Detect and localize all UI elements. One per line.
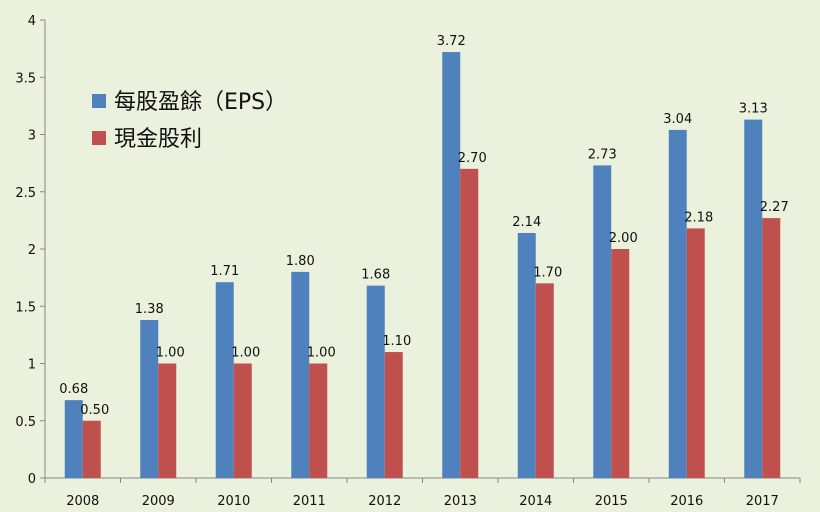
- x-tick-label: 2017: [746, 494, 779, 509]
- data-label-dividend: 2.70: [458, 151, 487, 166]
- y-tick-group: 0 0.5 1 1.5 2 2.5 3 3.5 4: [15, 14, 45, 487]
- x-tick-label: 2015: [595, 494, 628, 509]
- y-tick-label: 2.5: [15, 186, 36, 201]
- data-label-dividend: 2.18: [684, 210, 713, 225]
- x-tick-label: 2008: [66, 494, 99, 509]
- bar-group: 0.68 0.50 1.38 1.00 1.71 1.00 1.80 1.00 1.68 1.10…: [59, 34, 789, 479]
- bar-eps: [291, 271, 310, 478]
- y-tick-label: 3: [28, 129, 36, 144]
- bar-dividend: [535, 283, 554, 478]
- data-label-eps: 2.73: [588, 147, 617, 162]
- x-tick-label: 2013: [444, 494, 477, 509]
- y-tick-label: 0: [28, 472, 36, 487]
- data-label-dividend: 1.70: [533, 265, 562, 280]
- data-label-eps: 1.38: [135, 302, 164, 317]
- x-tick-label: 2011: [293, 494, 326, 509]
- bar-eps: [215, 282, 234, 478]
- legend-swatch-eps: [92, 94, 106, 108]
- y-tick-label: 3.5: [15, 71, 36, 86]
- y-tick-label: 2: [28, 243, 36, 258]
- data-label-eps: 0.68: [59, 382, 88, 397]
- bar-eps: [517, 232, 536, 478]
- y-tick-label: 4: [28, 14, 36, 29]
- x-tick-label: 2012: [368, 494, 401, 509]
- data-label-eps: 3.13: [739, 102, 768, 117]
- bar-dividend: [762, 218, 781, 478]
- legend-label-eps: 每股盈餘（EPS）: [114, 90, 287, 115]
- data-label-eps: 2.14: [512, 215, 541, 230]
- bar-eps: [593, 165, 612, 479]
- data-label-dividend: 0.50: [80, 403, 109, 418]
- bar-eps: [64, 400, 83, 478]
- x-tick-label: 2010: [217, 494, 250, 509]
- x-tick-group: 2008 2009 2010 2011 2012 2013 2014 2015 2016 2017: [44, 478, 801, 509]
- data-label-dividend: 2.00: [609, 231, 638, 246]
- data-label-dividend: 1.10: [382, 334, 411, 349]
- bar-eps: [366, 285, 385, 478]
- bar-dividend: [686, 228, 705, 478]
- data-label-dividend: 1.00: [156, 346, 185, 361]
- bar-eps: [140, 319, 159, 478]
- data-label-dividend: 2.27: [760, 200, 789, 215]
- data-label-dividend: 1.00: [231, 346, 260, 361]
- data-label-eps: 3.04: [663, 112, 692, 127]
- bar-dividend: [460, 168, 479, 478]
- legend-label-dividend: 現金股利: [114, 127, 202, 152]
- bar-dividend: [611, 249, 630, 478]
- bar-dividend: [233, 363, 252, 478]
- x-tick-label: 2014: [519, 494, 552, 509]
- legend: 每股盈餘（EPS） 現金股利: [92, 90, 287, 152]
- bar-dividend: [82, 420, 101, 478]
- legend-swatch-dividend: [92, 131, 106, 145]
- bar-eps: [668, 129, 687, 479]
- y-tick-label: 0.5: [15, 415, 36, 430]
- bar-dividend: [158, 363, 177, 478]
- bar-eps: [744, 119, 763, 479]
- bar-dividend: [309, 363, 328, 478]
- data-label-eps: 1.68: [361, 268, 390, 283]
- y-tick-label: 1.5: [15, 300, 36, 315]
- bar-dividend: [384, 352, 403, 478]
- x-tick-label: 2009: [142, 494, 175, 509]
- data-label-eps: 3.72: [437, 34, 466, 49]
- y-tick-label: 1: [28, 358, 36, 373]
- x-tick-label: 2016: [670, 494, 703, 509]
- data-label-dividend: 1.00: [307, 346, 336, 361]
- bar-eps: [442, 52, 461, 479]
- data-label-eps: 1.71: [210, 264, 239, 279]
- data-label-eps: 1.80: [286, 254, 315, 269]
